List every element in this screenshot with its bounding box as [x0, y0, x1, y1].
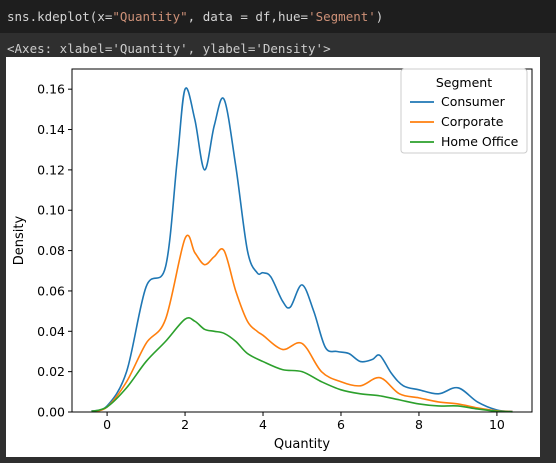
y-tick-label: 0.08: [37, 243, 65, 258]
plot-lines: [91, 87, 513, 413]
x-tick-label: 10: [489, 417, 505, 432]
code-line[interactable]: sns.kdeplot(x="Quantity", data = df,hue=…: [7, 9, 383, 24]
legend-label: Home Office: [441, 134, 519, 149]
kde-chart: 0 2 4 6 8 10 0.00 0.02 0.04 0.06 0.08 0.10 0.12 0.14…: [12, 68, 533, 452]
legend-label: Corporate: [441, 114, 504, 129]
x-tick-label: 6: [337, 417, 345, 432]
code-cell[interactable]: sns.kdeplot(x="Quantity", data = df,hue=…: [0, 0, 556, 33]
y-tick-label: 0.10: [37, 203, 65, 218]
x-axis-label: Quantity: [274, 437, 330, 452]
code-x-arg: "Quantity": [112, 9, 188, 24]
code-mid: , data = df,hue=: [187, 9, 309, 24]
legend-label: Consumer: [441, 94, 506, 109]
legend: Segment Consumer Corporate Home Office: [400, 68, 528, 154]
y-ticks: 0.00 0.02 0.04 0.06 0.08 0.10 0.12 0.14 0.16: [37, 82, 72, 420]
legend-title: Segment: [436, 75, 492, 90]
y-tick-label: 0.12: [37, 162, 65, 177]
x-tick-label: 8: [415, 417, 423, 432]
series-line-consumer: [91, 87, 513, 413]
series-line-corporate: [91, 234, 513, 413]
y-tick-label: 0.16: [37, 82, 65, 97]
y-tick-label: 0.04: [37, 324, 65, 339]
code-func: sns.kdeplot: [7, 9, 90, 24]
y-tick-label: 0.06: [37, 283, 65, 298]
axes-frame: [71, 68, 533, 413]
y-axis-label: Density: [12, 215, 27, 265]
code-hue-arg: 'Segment': [308, 9, 376, 24]
output-repr: <Axes: xlabel='Quantity', ylabel='Densit…: [7, 41, 331, 56]
x-tick-label: 4: [259, 417, 267, 432]
legend-box: [400, 68, 528, 154]
y-tick-label: 0.00: [37, 405, 65, 420]
code-close: ): [375, 9, 384, 24]
x-ticks: 0 2 4 6 8 10: [103, 412, 505, 432]
code-open: (x=: [89, 9, 113, 24]
plot-output: 0 2 4 6 8 10 0.00 0.02 0.04 0.06 0.08 0.10 0.12 0.14…: [6, 57, 540, 457]
y-tick-label: 0.02: [37, 364, 65, 379]
series-line-home-office: [91, 317, 513, 413]
x-tick-label: 0: [103, 417, 111, 432]
x-tick-label: 2: [181, 417, 189, 432]
y-tick-label: 0.14: [37, 122, 65, 137]
